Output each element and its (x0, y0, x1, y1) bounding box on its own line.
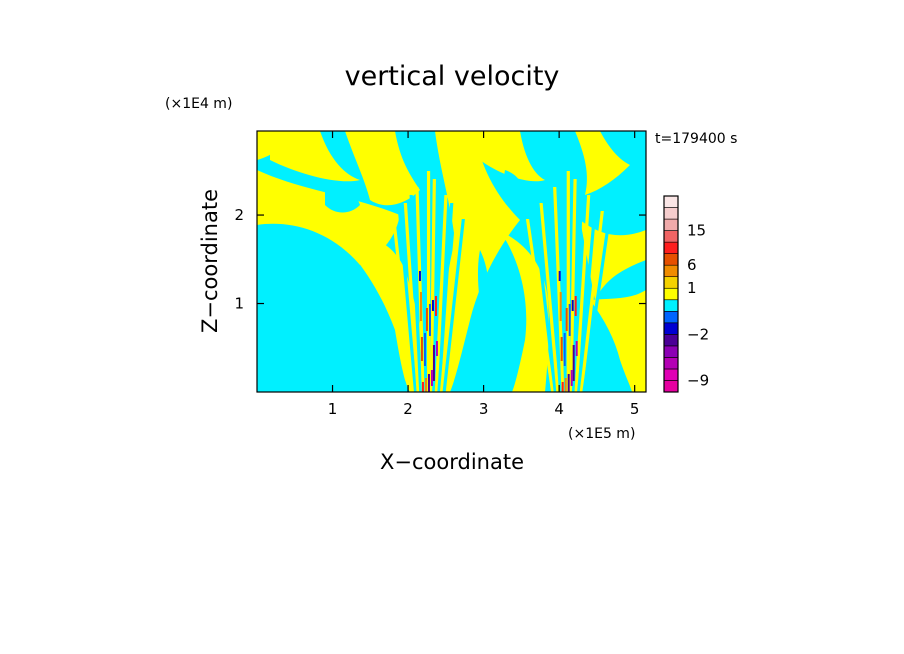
colorbar-bin (663, 230, 679, 243)
plume-stripe (392, 219, 415, 392)
colorbar-bin (663, 207, 679, 220)
colorbar-bin (663, 368, 679, 381)
colorbar: −9 −2 1 6 15 (663, 195, 709, 393)
colorbar-frame (663, 195, 679, 393)
plume-stripe (525, 219, 555, 392)
y-axis-label: Z−coordinate (198, 189, 222, 333)
colorbar-label: 6 (687, 256, 697, 274)
plume-stripe (577, 203, 598, 392)
x-unit-label: (×1E5 m) (568, 426, 635, 442)
strong-velocity-cell (568, 304, 571, 336)
strong-velocity-cell (559, 292, 562, 321)
positive-velocity-regions (257, 131, 646, 392)
colorbar-label: 1 (687, 279, 697, 297)
strong-velocity-cell (423, 333, 426, 366)
colorbar-bin (663, 357, 679, 370)
plume-stripe (546, 195, 563, 392)
colorbar-bin (663, 345, 679, 358)
chart-title: vertical velocity (345, 61, 560, 92)
colorbar-label: 15 (687, 222, 706, 240)
strong-velocity-cell (564, 378, 567, 392)
colorbar-label: −9 (687, 371, 709, 389)
colorbar-bin (663, 380, 679, 393)
colorbar-label: −2 (687, 325, 709, 343)
y-unit-label: (×1E4 m) (165, 96, 232, 112)
strong-velocity-cell (425, 308, 428, 331)
strong-velocity-cell (418, 271, 421, 281)
updraft-columns (392, 171, 611, 392)
strong-velocity-cell (558, 271, 561, 281)
strong-velocity-cell (572, 345, 575, 381)
colorbar-bin (663, 276, 679, 289)
strong-velocity-cell (431, 300, 434, 311)
strong-velocity-cell (574, 296, 577, 316)
plume-stripe (539, 203, 560, 392)
strong-velocity-cell (434, 296, 437, 316)
plume-stripe (582, 219, 611, 392)
strong-velocity-cell (575, 341, 578, 356)
strong-velocity-cell (421, 382, 424, 392)
plume-stripe (532, 211, 557, 392)
time-stamp: t=179400 s (655, 131, 737, 147)
strong-velocity-cell (567, 374, 570, 392)
strong-velocity-cell (427, 374, 430, 392)
plume-stripe (437, 203, 454, 392)
colorbar-bin (663, 299, 679, 312)
plume-stripe (439, 211, 460, 392)
plume-stripe (403, 203, 420, 392)
y-tick-label: 2 (234, 206, 244, 224)
colorbar-bin (663, 241, 679, 254)
strong-velocity-cell (419, 292, 422, 321)
x-tick-label: 4 (554, 400, 564, 418)
strong-velocity-cell (571, 300, 574, 311)
negative-velocity-patches (325, 170, 524, 330)
plume-stripe (579, 211, 604, 392)
x-tick-label: 3 (479, 400, 489, 418)
plume-stripe (432, 187, 442, 392)
colorbar-bin (663, 287, 679, 301)
strong-velocity-cell (565, 308, 568, 331)
plume-stripe (571, 187, 584, 392)
plume-stripe (409, 195, 423, 392)
plume-stripe (426, 171, 431, 392)
strong-velocity-cell (424, 378, 427, 392)
strong-velocity-cell (570, 370, 573, 386)
strong-velocity-cell (432, 345, 435, 381)
colorbar-bin (663, 310, 679, 324)
x-axis-label: X−coordinate (380, 450, 524, 474)
strong-velocity-cell (428, 304, 431, 336)
plume-stripe (397, 211, 418, 392)
colorbar-bin (663, 264, 679, 278)
x-tick-label: 1 (328, 400, 338, 418)
y-tick-label: 1 (234, 295, 244, 313)
colorbar-bin (663, 253, 679, 266)
colorbar-bin (663, 322, 679, 335)
strong-velocity-cell (430, 370, 433, 386)
plume-stripe (569, 179, 577, 392)
plume-stripe (574, 195, 591, 392)
strong-velocity-cell (420, 337, 423, 361)
plume-stripe (429, 179, 436, 392)
plume-stripe (434, 195, 448, 392)
strong-velocity-cell (563, 333, 566, 366)
colorbar-bin (663, 218, 679, 231)
strong-velocity-cell (435, 341, 438, 356)
plot-frame (256, 130, 647, 393)
contour-field (257, 131, 646, 392)
x-tick-label: 5 (630, 400, 640, 418)
strong-velocity-cell (561, 382, 564, 392)
strong-velocity-cell (560, 337, 563, 361)
colorbar-bin (663, 334, 679, 347)
axis-ticks: 1 2 3 4 5 1 2 (234, 131, 646, 418)
plume-stripe (566, 171, 570, 392)
plume-stripe (442, 219, 465, 392)
x-tick-label: 2 (403, 400, 413, 418)
colorbar-bin (663, 195, 679, 208)
